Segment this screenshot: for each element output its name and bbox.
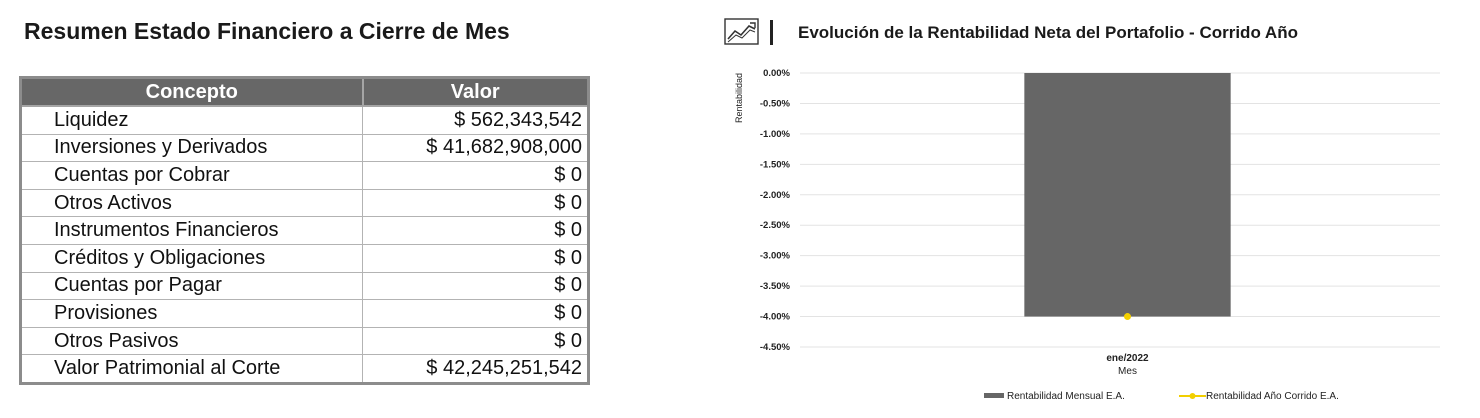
y-tick-label: -3.00% xyxy=(760,251,791,262)
profitability-chart: 0.00% -0.50% -1.00% -1.50% -2.00% -2.50% -3.00… xyxy=(734,68,1440,402)
legend-label: Rentabilidad Mensual E.A. xyxy=(1007,391,1125,402)
table-row: Liquidez $ 562,343,542 xyxy=(20,105,589,135)
column-header-concept: Concepto xyxy=(19,76,364,107)
row-concept: Créditos y Obligaciones xyxy=(20,243,363,273)
legend-label: Rentabilidad Año Corrido E.A. xyxy=(1206,391,1339,402)
row-value: $ 0 xyxy=(362,161,589,190)
y-tick-label: -2.50% xyxy=(760,220,791,231)
row-concept: Otros Pasivos xyxy=(20,326,363,356)
row-value: $ 42,245,251,542 xyxy=(362,354,589,384)
table-row: Provisiones $ 0 xyxy=(20,299,589,328)
row-value: $ 0 xyxy=(362,188,589,218)
table-row: Otros Pasivos $ 0 xyxy=(20,326,589,356)
y-tick-label: -4.50% xyxy=(760,342,791,353)
x-tick-label: ene/2022 xyxy=(1106,353,1149,364)
table-row: Instrumentos Financieros $ 0 xyxy=(20,216,589,245)
row-concept: Otros Activos xyxy=(20,188,363,218)
line-chart-icon xyxy=(724,18,760,46)
table-row: Cuentas por Cobrar $ 0 xyxy=(20,161,589,190)
row-value: $ 0 xyxy=(362,299,589,328)
line-point xyxy=(1124,313,1131,321)
column-header-value: Valor xyxy=(361,76,590,107)
y-tick-label: -1.50% xyxy=(760,159,791,170)
y-tick-label: -2.00% xyxy=(760,190,791,201)
table-row: Valor Patrimonial al Corte $ 42,245,251,5… xyxy=(20,354,589,384)
y-tick-label: 0.00% xyxy=(763,68,790,79)
legend-swatch-bar xyxy=(984,393,1004,398)
y-tick-label: -0.50% xyxy=(760,98,791,109)
row-value: $ 0 xyxy=(362,326,589,356)
row-value: $ 0 xyxy=(362,243,589,273)
table-row: Cuentas por Pagar $ 0 xyxy=(20,271,589,301)
row-concept: Instrumentos Financieros xyxy=(20,216,363,245)
table-row: Inversiones y Derivados $ 41,682,908,000 xyxy=(20,133,589,163)
header-separator xyxy=(770,20,773,45)
table-row: Otros Activos $ 0 xyxy=(20,188,589,218)
table-row: Créditos y Obligaciones $ 0 xyxy=(20,243,589,273)
bar-ene/2022 xyxy=(1024,73,1231,317)
row-value: $ 41,682,908,000 xyxy=(362,133,589,163)
y-tick-label: -1.00% xyxy=(760,129,791,140)
row-concept: Provisiones xyxy=(20,299,363,328)
summary-title: Resumen Estado Financiero a Cierre de Me… xyxy=(24,18,510,44)
row-value: $ 0 xyxy=(362,271,589,301)
x-axis-label: Mes xyxy=(1118,366,1137,377)
row-concept: Inversiones y Derivados xyxy=(20,133,363,163)
row-concept: Liquidez xyxy=(20,105,363,135)
row-concept: Valor Patrimonial al Corte xyxy=(20,354,363,384)
y-tick-label: -3.50% xyxy=(760,281,791,292)
y-tick-label: -4.00% xyxy=(760,312,791,323)
row-value: $ 0 xyxy=(362,216,589,245)
chart-title: Evolución de la Rentabilidad Neta del Po… xyxy=(798,23,1298,42)
table-header-row: Concepto Valor xyxy=(19,76,590,107)
row-value: $ 562,343,542 xyxy=(362,105,589,135)
row-concept: Cuentas por Cobrar xyxy=(20,161,363,190)
row-concept: Cuentas por Pagar xyxy=(20,271,363,301)
y-axis-label: Rentabilidad xyxy=(734,73,744,123)
legend-marker xyxy=(1189,393,1196,399)
financial-summary-table: Concepto Valor Liquidez $ 562,343,542 Inve… xyxy=(19,76,590,385)
